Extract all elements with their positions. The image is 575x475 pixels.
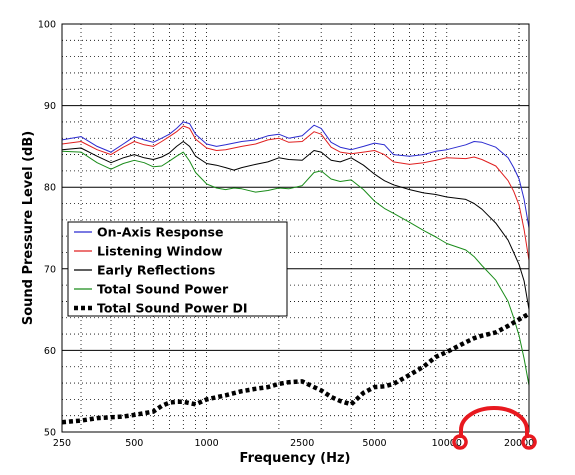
y-tick-label: 100 bbox=[38, 20, 56, 31]
y-tick-label: 90 bbox=[44, 101, 56, 112]
y-tick-label: 50 bbox=[44, 428, 56, 439]
legend-label: Early Reflections bbox=[97, 263, 215, 278]
series-total-sound-power-di bbox=[61, 311, 531, 425]
x-tick-label: 500 bbox=[125, 438, 143, 449]
x-tick-label: 5000 bbox=[362, 438, 386, 449]
y-tick-label: 70 bbox=[44, 264, 56, 275]
legend-label: On-Axis Response bbox=[97, 225, 223, 240]
series-on-axis-response bbox=[61, 121, 530, 229]
series-early-reflections bbox=[61, 141, 530, 310]
headphone-logo-icon bbox=[452, 406, 537, 450]
tick-labels: 250 500 1000 2500 5000 10000 20000 50 60 70 80 90 10… bbox=[38, 20, 534, 450]
y-tick-label: 80 bbox=[44, 183, 56, 194]
plot-frame bbox=[61, 23, 530, 433]
legend-box bbox=[67, 221, 288, 317]
x-tick-label: 250 bbox=[53, 438, 71, 449]
series-layer bbox=[61, 121, 531, 425]
y-axis-label: Sound Pressure Level (dB) bbox=[21, 131, 36, 325]
x-tick-label: 20000 bbox=[504, 438, 534, 449]
legend: On-Axis Response Listening Window Early Re… bbox=[67, 221, 288, 317]
series-listening-window bbox=[61, 125, 530, 261]
x-tick-label: 10000 bbox=[432, 438, 462, 449]
x-axis-label: Frequency (Hz) bbox=[240, 451, 351, 466]
x-tick-label: 2500 bbox=[290, 438, 314, 449]
legend-label: Total Sound Power bbox=[97, 282, 229, 297]
y-tick-label: 60 bbox=[44, 346, 56, 357]
x-tick-label: 1000 bbox=[195, 438, 219, 449]
legend-label: Total Sound Power DI bbox=[97, 301, 248, 316]
legend-label: Listening Window bbox=[97, 244, 223, 259]
series-total-sound-power bbox=[61, 150, 530, 386]
